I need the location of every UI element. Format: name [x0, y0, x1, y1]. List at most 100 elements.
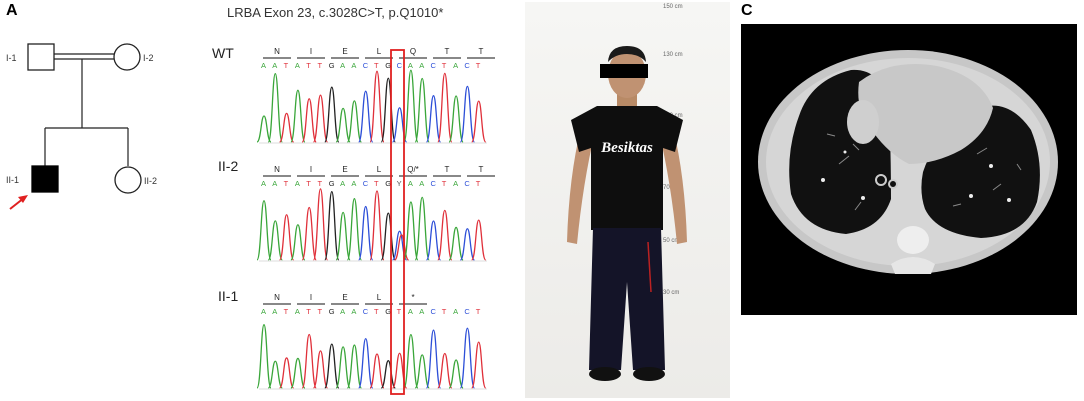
- panel-label-a: A: [6, 2, 18, 19]
- chromatogram-peak: [369, 353, 385, 389]
- base-call: G: [385, 307, 391, 316]
- chromatogram-peak: [346, 100, 363, 143]
- base-call: T: [442, 61, 447, 70]
- amino-acid-label: E: [342, 293, 347, 302]
- panel-label-c: C: [741, 2, 753, 19]
- base-call: Y: [397, 179, 402, 188]
- base-call: A: [295, 307, 300, 316]
- chromatogram-peak: [267, 72, 283, 143]
- base-call: T: [284, 179, 289, 188]
- amino-acid-label: *: [411, 293, 414, 302]
- patient-figure: Besiktas: [567, 46, 687, 381]
- base-call: C: [464, 61, 470, 70]
- chromatogram-peak: [471, 100, 487, 143]
- chromatogram-peak: [301, 206, 317, 261]
- ct-scan-image: [741, 24, 1077, 315]
- chromatogram-peak: [459, 85, 476, 143]
- base-call: T: [397, 307, 402, 316]
- chromatogram-peak: [414, 354, 430, 389]
- amino-acid-label: N: [274, 293, 280, 302]
- base-call: T: [306, 61, 311, 70]
- ruler-mark-130: 130 cm: [663, 52, 683, 58]
- amino-acid-label: T: [479, 47, 484, 56]
- amino-acid-label: L: [377, 165, 382, 174]
- base-call: C: [431, 307, 437, 316]
- chromatogram-peak: [256, 200, 272, 261]
- base-call: T: [284, 61, 289, 70]
- chromatogram-peak: [358, 205, 374, 261]
- chromatogram-peak: [324, 191, 340, 261]
- base-call: A: [408, 307, 413, 316]
- base-call: C: [397, 61, 403, 70]
- chromatogram-peak: [380, 77, 396, 143]
- chromatogram-peak: [425, 220, 442, 261]
- base-call: C: [363, 307, 369, 316]
- chromatogram-peak: [278, 214, 295, 261]
- chromatogram-peak: [278, 112, 295, 143]
- chromatogram-peak: [346, 344, 363, 389]
- ct-vertebra: [897, 226, 929, 254]
- chromatogram-peak: [414, 77, 430, 143]
- track-label-ii2: II-2: [218, 158, 239, 174]
- chromatogram-peak: [369, 190, 385, 261]
- amino-acid-label: E: [342, 165, 347, 174]
- pedigree-female-i2: [113, 43, 141, 71]
- base-call: T: [284, 307, 289, 316]
- base-call: A: [295, 61, 300, 70]
- base-call: C: [431, 179, 437, 188]
- chromatogram-peak: [301, 333, 317, 389]
- chromatogram-peak: [346, 198, 363, 261]
- base-call: T: [318, 307, 323, 316]
- base-call: T: [442, 307, 447, 316]
- base-call: G: [385, 179, 391, 188]
- shirt-print: Besiktas: [600, 140, 653, 156]
- chromatogram-peak: [312, 94, 329, 143]
- base-call: A: [272, 61, 277, 70]
- base-call: A: [340, 307, 345, 316]
- base-call: A: [419, 179, 424, 188]
- pedigree-male-i1: [27, 43, 55, 71]
- base-call: A: [261, 61, 266, 70]
- chromatogram-peak: [380, 212, 396, 261]
- amino-acid-label: I: [310, 47, 312, 56]
- ruler-mark-150: 150 cm: [663, 4, 683, 10]
- amino-acid-label: E: [342, 47, 347, 56]
- base-call: T: [318, 61, 323, 70]
- pedigree-label-ii1: II-1: [6, 175, 20, 185]
- base-call: T: [476, 179, 481, 188]
- chromatogram-peak: [278, 357, 295, 389]
- ct-heart: [858, 64, 993, 164]
- chromatogram-panel: N I E L Q T TA A T A T T G A A C T G C A A C T A C TN I E L Q/* T TA A T A…: [256, 47, 495, 395]
- base-call: C: [464, 307, 470, 316]
- chromatogram-peak: [358, 338, 374, 389]
- chromatogram-peak: [369, 70, 385, 143]
- chromatogram-peak: [471, 341, 487, 389]
- chromatogram-peak: [425, 329, 442, 389]
- pedigree-label-ii2: II-2: [144, 176, 158, 186]
- proband-arrow-icon: [9, 195, 28, 210]
- base-call: C: [363, 61, 369, 70]
- base-call: A: [295, 179, 300, 188]
- chromatogram-peak: [437, 72, 453, 143]
- ruler-mark-30: 30 cm: [663, 290, 680, 296]
- chromatogram-peak: [403, 69, 419, 143]
- base-call: A: [351, 61, 356, 70]
- chromatogram-peak: [358, 90, 374, 143]
- amino-acid-label: L: [377, 47, 382, 56]
- track-label-wt: WT: [212, 45, 234, 61]
- chromatogram-peak: [448, 359, 464, 389]
- mutation-highlight-box: [390, 49, 405, 395]
- chromatogram-peak: [324, 86, 340, 143]
- face-censor-bar: [600, 64, 648, 78]
- chromatogram-peak: [256, 115, 272, 143]
- amino-acid-label: N: [274, 47, 280, 56]
- chromatogram-track: N I E L *A A T A T T G A A C T G T A A C T A C T: [256, 293, 487, 390]
- pedigree-label-i1: I-1: [6, 53, 17, 63]
- chromatogram-peak: [256, 324, 272, 389]
- chromatogram-peak: [267, 220, 283, 261]
- chromatogram-peak: [290, 89, 306, 143]
- amino-acid-label: Q/*: [407, 165, 419, 174]
- base-call: T: [374, 61, 379, 70]
- sequencing-title: LRBA Exon 23, c.3028C>T, p.Q1010*: [227, 5, 444, 20]
- base-call: A: [272, 307, 277, 316]
